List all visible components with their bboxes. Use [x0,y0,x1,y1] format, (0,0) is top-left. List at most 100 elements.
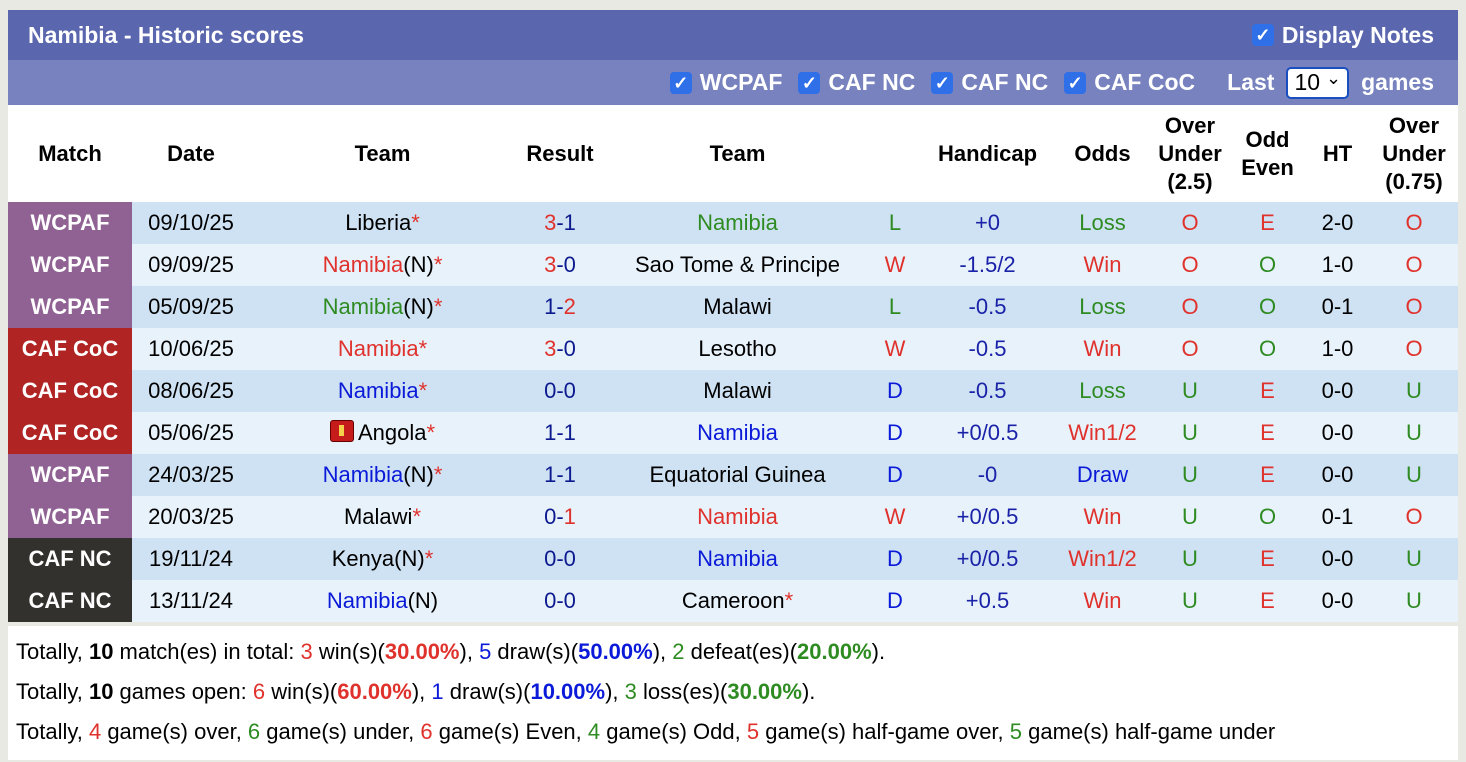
match-result[interactable]: 0-0 [515,370,605,412]
home-team[interactable]: Namibia* [250,370,515,412]
half-time-score: 0-0 [1305,412,1370,454]
summary-text: game(s) under, [260,719,421,744]
odd-even: E [1230,370,1305,412]
over-under-0-75: U [1370,538,1458,580]
home-team[interactable]: Namibia(N)* [250,286,515,328]
odd-even: O [1230,328,1305,370]
match-result[interactable]: 1-1 [515,412,605,454]
filter-checkbox-caf-nc[interactable]: ✓ CAF NC [798,69,915,96]
home-team[interactable]: Namibia(N)* [250,244,515,286]
chevron-down-icon: ⌄ [1326,68,1342,88]
team-name: Namibia [697,420,778,445]
home-team[interactable]: Namibia(N)* [250,454,515,496]
summary-line: Totally, 4 game(s) over, 6 game(s) under… [16,712,1450,752]
odd-even: O [1230,496,1305,538]
home-team[interactable]: Namibia* [250,328,515,370]
star-marker: * [426,420,436,445]
games-count-select[interactable]: 10 ⌄ [1286,66,1350,99]
match-result[interactable]: 0-0 [515,580,605,622]
home-team[interactable]: Angola* [250,412,515,454]
star-marker: * [784,588,794,613]
filter-checkbox-wcpaf[interactable]: ✓ WCPAF [669,69,782,96]
column-header-away-team: Team [709,140,766,166]
summary: Totally, 10 match(es) in total: 3 win(s)… [8,626,1458,760]
over-under-0-75: O [1370,286,1458,328]
match-result[interactable]: 3-1 [515,202,605,244]
match-badge[interactable]: WCPAF [8,244,132,286]
away-team[interactable]: Namibia [605,412,870,454]
match-date: 19/11/24 [132,538,250,580]
handicap: -0.5 [920,328,1055,370]
filter-bar: ✓ WCPAF ✓ CAF NC ✓ CAF NC ✓ CAF CoC Last 10 ⌄ games [8,60,1458,105]
away-team[interactable]: Malawi [605,370,870,412]
summary-text: Totally, [16,639,89,664]
summary-text: draw(s)( [443,679,531,704]
match-result[interactable]: 1-1 [515,454,605,496]
match-result[interactable]: 0-1 [515,496,605,538]
away-team[interactable]: Cameroon* [605,580,870,622]
neutral-marker: (N) [407,588,439,613]
odds-result: Win [1055,580,1150,622]
angola-flag-icon [329,420,354,442]
filter-checkbox-caf-nc[interactable]: ✓ CAF NC [931,69,1048,96]
handicap: +0/0.5 [920,538,1055,580]
over-under-0-75: U [1370,370,1458,412]
summary-line: Totally, 10 games open: 6 win(s)(60.00%)… [16,672,1450,712]
handicap: -0.5 [920,370,1055,412]
match-result[interactable]: 3-0 [515,244,605,286]
match-result[interactable]: 3-0 [515,328,605,370]
win-loss: D [870,538,920,580]
column-header-odd-even: Odd Even [1241,126,1294,180]
away-team[interactable]: Namibia [605,202,870,244]
odd-even: E [1230,412,1305,454]
home-team[interactable]: Liberia* [250,202,515,244]
match-badge[interactable]: WCPAF [8,286,132,328]
handicap: -1.5/2 [920,244,1055,286]
match-badge[interactable]: CAF NC [8,580,132,622]
team-name: Namibia [337,378,419,403]
filter-checkbox-caf-coc[interactable]: ✓ CAF CoC [1064,69,1195,96]
away-team[interactable]: Sao Tome & Principe [605,244,870,286]
panel-header: Namibia - Historic scores ✓ Display Notes [8,10,1458,60]
win-loss: L [870,202,920,244]
team-name: Kenya [331,546,395,571]
table-row: CAF CoC 08/06/25 Namibia* 0-0 Malawi D -0.5 Los… [8,370,1458,412]
match-badge[interactable]: WCPAF [8,454,132,496]
star-marker: * [433,252,443,277]
away-team[interactable]: Malawi [605,286,870,328]
home-team[interactable]: Kenya(N)* [250,538,515,580]
games-count-value: 10 [1294,69,1321,95]
match-badge[interactable]: CAF CoC [8,412,132,454]
checkbox-checked-icon: ✓ [1251,24,1274,46]
home-team[interactable]: Malawi* [250,496,515,538]
summary-text: 5 [479,639,492,664]
away-score: 0 [563,588,576,613]
summary-text: ). [801,679,816,704]
match-badge[interactable]: WCPAF [8,496,132,538]
match-badge[interactable]: WCPAF [8,202,132,244]
match-date: 10/06/25 [132,328,250,370]
column-header-home-team: Team [354,140,411,166]
match-badge[interactable]: CAF NC [8,538,132,580]
away-team[interactable]: Namibia [605,538,870,580]
match-badge[interactable]: CAF CoC [8,370,132,412]
home-team[interactable]: Namibia(N) [250,580,515,622]
summary-text: Totally, [16,719,89,744]
checkbox-checked-icon: ✓ [669,71,692,94]
win-loss: W [870,328,920,370]
display-notes-label: Display Notes [1281,21,1434,48]
display-notes-checkbox[interactable]: ✓ Display Notes [1251,21,1434,49]
odds-result: Loss [1055,286,1150,328]
over-under-2-5: U [1150,538,1230,580]
match-result[interactable]: 0-0 [515,538,605,580]
match-badge[interactable]: CAF CoC [8,328,132,370]
away-team[interactable]: Equatorial Guinea [605,454,870,496]
away-team[interactable]: Lesotho [605,328,870,370]
summary-text: 6 [247,719,261,744]
half-time-score: 0-0 [1305,454,1370,496]
home-score: 0 [544,546,557,571]
away-team[interactable]: Namibia [605,496,870,538]
panel-title: Namibia - Historic scores [28,21,305,48]
match-result[interactable]: 1-2 [515,286,605,328]
score-separator: - [556,210,564,235]
